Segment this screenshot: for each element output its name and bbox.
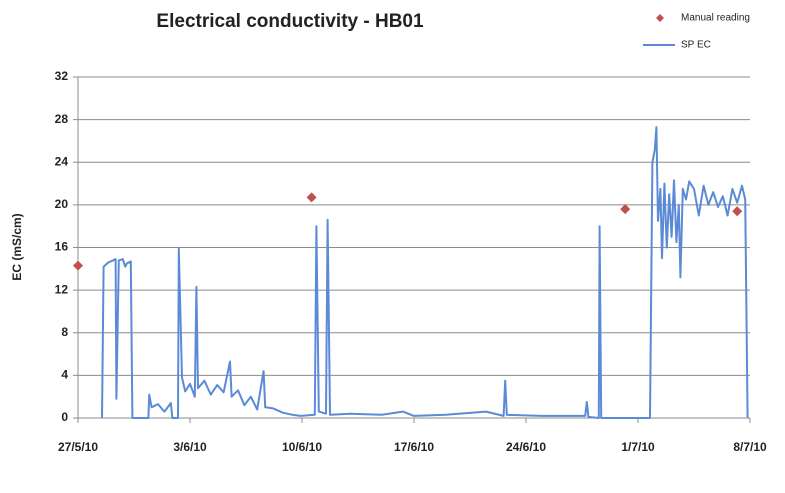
legend-marker	[656, 14, 664, 22]
y-tick-label: 16	[55, 240, 69, 254]
scatter-point	[620, 204, 631, 215]
legend-label: Manual reading	[681, 13, 750, 24]
x-tick-label: 10/6/10	[282, 440, 322, 454]
y-tick-label: 4	[61, 368, 68, 382]
x-tick-label: 17/6/10	[394, 440, 434, 454]
x-tick-label: 27/5/10	[58, 440, 98, 454]
x-tick-label: 3/6/10	[173, 440, 207, 454]
x-tick-label: 24/6/10	[506, 440, 546, 454]
scatter-point	[73, 260, 83, 271]
x-tick-label: 8/7/10	[733, 440, 767, 454]
y-tick-label: 0	[61, 410, 68, 424]
chart-title: Electrical conductivity - HB01	[156, 11, 424, 32]
x-tick-label: 1/7/10	[621, 440, 655, 454]
y-tick-label: 8	[61, 325, 68, 339]
line-series	[101, 126, 749, 419]
y-tick-label: 12	[55, 282, 69, 296]
scatter-point	[732, 206, 743, 217]
y-tick-label: 32	[55, 69, 69, 83]
y-tick-label: 28	[55, 112, 69, 126]
y-tick-label: 20	[55, 197, 69, 211]
legend-label: SP EC	[681, 40, 711, 51]
scatter-point	[306, 192, 317, 203]
y-tick-label: 24	[55, 154, 69, 168]
y-axis-label: EC (mS/cm)	[10, 213, 24, 280]
